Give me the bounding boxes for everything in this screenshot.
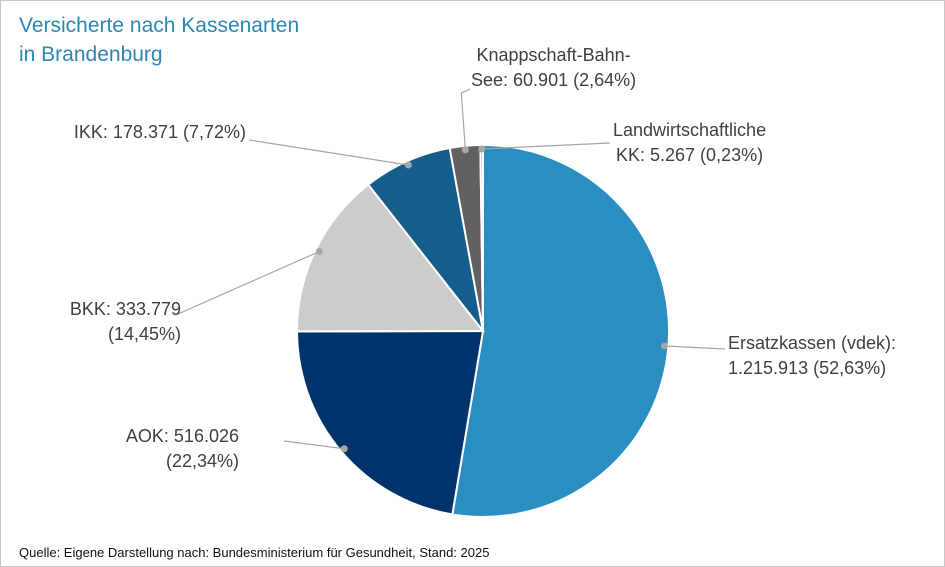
leader-lines — [177, 88, 726, 453]
label-landwirtschaftliche-line-1: Landwirtschaftliche — [613, 120, 767, 140]
label-bkk: BKK: 333.779 (14,45%) — [70, 297, 181, 347]
leader-line-landwirtschaftliche — [481, 142, 611, 150]
leader-line-aok — [283, 440, 345, 450]
leader-dot-knappschaft — [461, 146, 469, 154]
leader-dot-landwirtschaftliche — [478, 145, 486, 153]
leader-line-knappschaft — [460, 88, 471, 150]
chart-title: Versicherte nach Kassenarten in Brandenb… — [19, 11, 299, 69]
slice-landwirtschaftliche — [479, 143, 484, 332]
source-note: Quelle: Eigene Darstellung nach: Bundesm… — [19, 545, 490, 560]
slice-bkk — [295, 183, 486, 333]
leader-line-ersatzkassen — [664, 345, 726, 350]
label-landwirtschaftliche-line-2: KK: 5.267 (0,23%) — [616, 145, 764, 165]
label-bkk-line-1: BKK: 333.779 — [69, 299, 181, 319]
label-bkk-line-2: (14,45%) — [107, 324, 181, 344]
leader-dot-ersatzkassen — [660, 342, 668, 350]
label-knappschaft: Knappschaft-Bahn- See: 60.901 (2,64%) — [471, 43, 636, 93]
label-ikk: IKK: 178.371 (7,72%) — [74, 120, 246, 145]
leader-line-ikk — [248, 139, 409, 166]
label-ikk-line-1: IKK: 178.371 (7,72%) — [73, 122, 246, 142]
label-aok-line-1: AOK: 516.026 — [125, 426, 239, 446]
label-knappschaft-line-2: See: 60.901 (2,64%) — [471, 70, 637, 90]
label-ersatzkassen-line-1: Ersatzkassen (vdek): — [728, 333, 897, 353]
label-landwirtschaftliche: Landwirtschaftliche KK: 5.267 (0,23%) — [613, 118, 766, 168]
label-ersatzkassen: Ersatzkassen (vdek): 1.215.913 (52,63%) — [728, 331, 896, 381]
chart-title-line-2: in Brandenburg — [19, 43, 163, 66]
label-ersatzkassen-line-2: 1.215.913 (52,63%) — [728, 358, 887, 378]
leader-dot-ikk — [404, 161, 412, 169]
slice-aok — [295, 329, 485, 516]
label-aok-line-2: (22,34%) — [165, 451, 239, 471]
leader-line-bkk — [177, 250, 320, 315]
label-knappschaft-line-1: Knappschaft-Bahn- — [476, 45, 631, 65]
pie-slices — [295, 143, 671, 518]
leader-dot-aok — [340, 445, 348, 453]
chart-title-line-1: Versicherte nach Kassenarten — [19, 14, 300, 37]
leader-dot-bkk — [315, 248, 323, 256]
label-aok: AOK: 516.026 (22,34%) — [126, 424, 239, 474]
slice-ersatzkassen — [451, 143, 671, 518]
